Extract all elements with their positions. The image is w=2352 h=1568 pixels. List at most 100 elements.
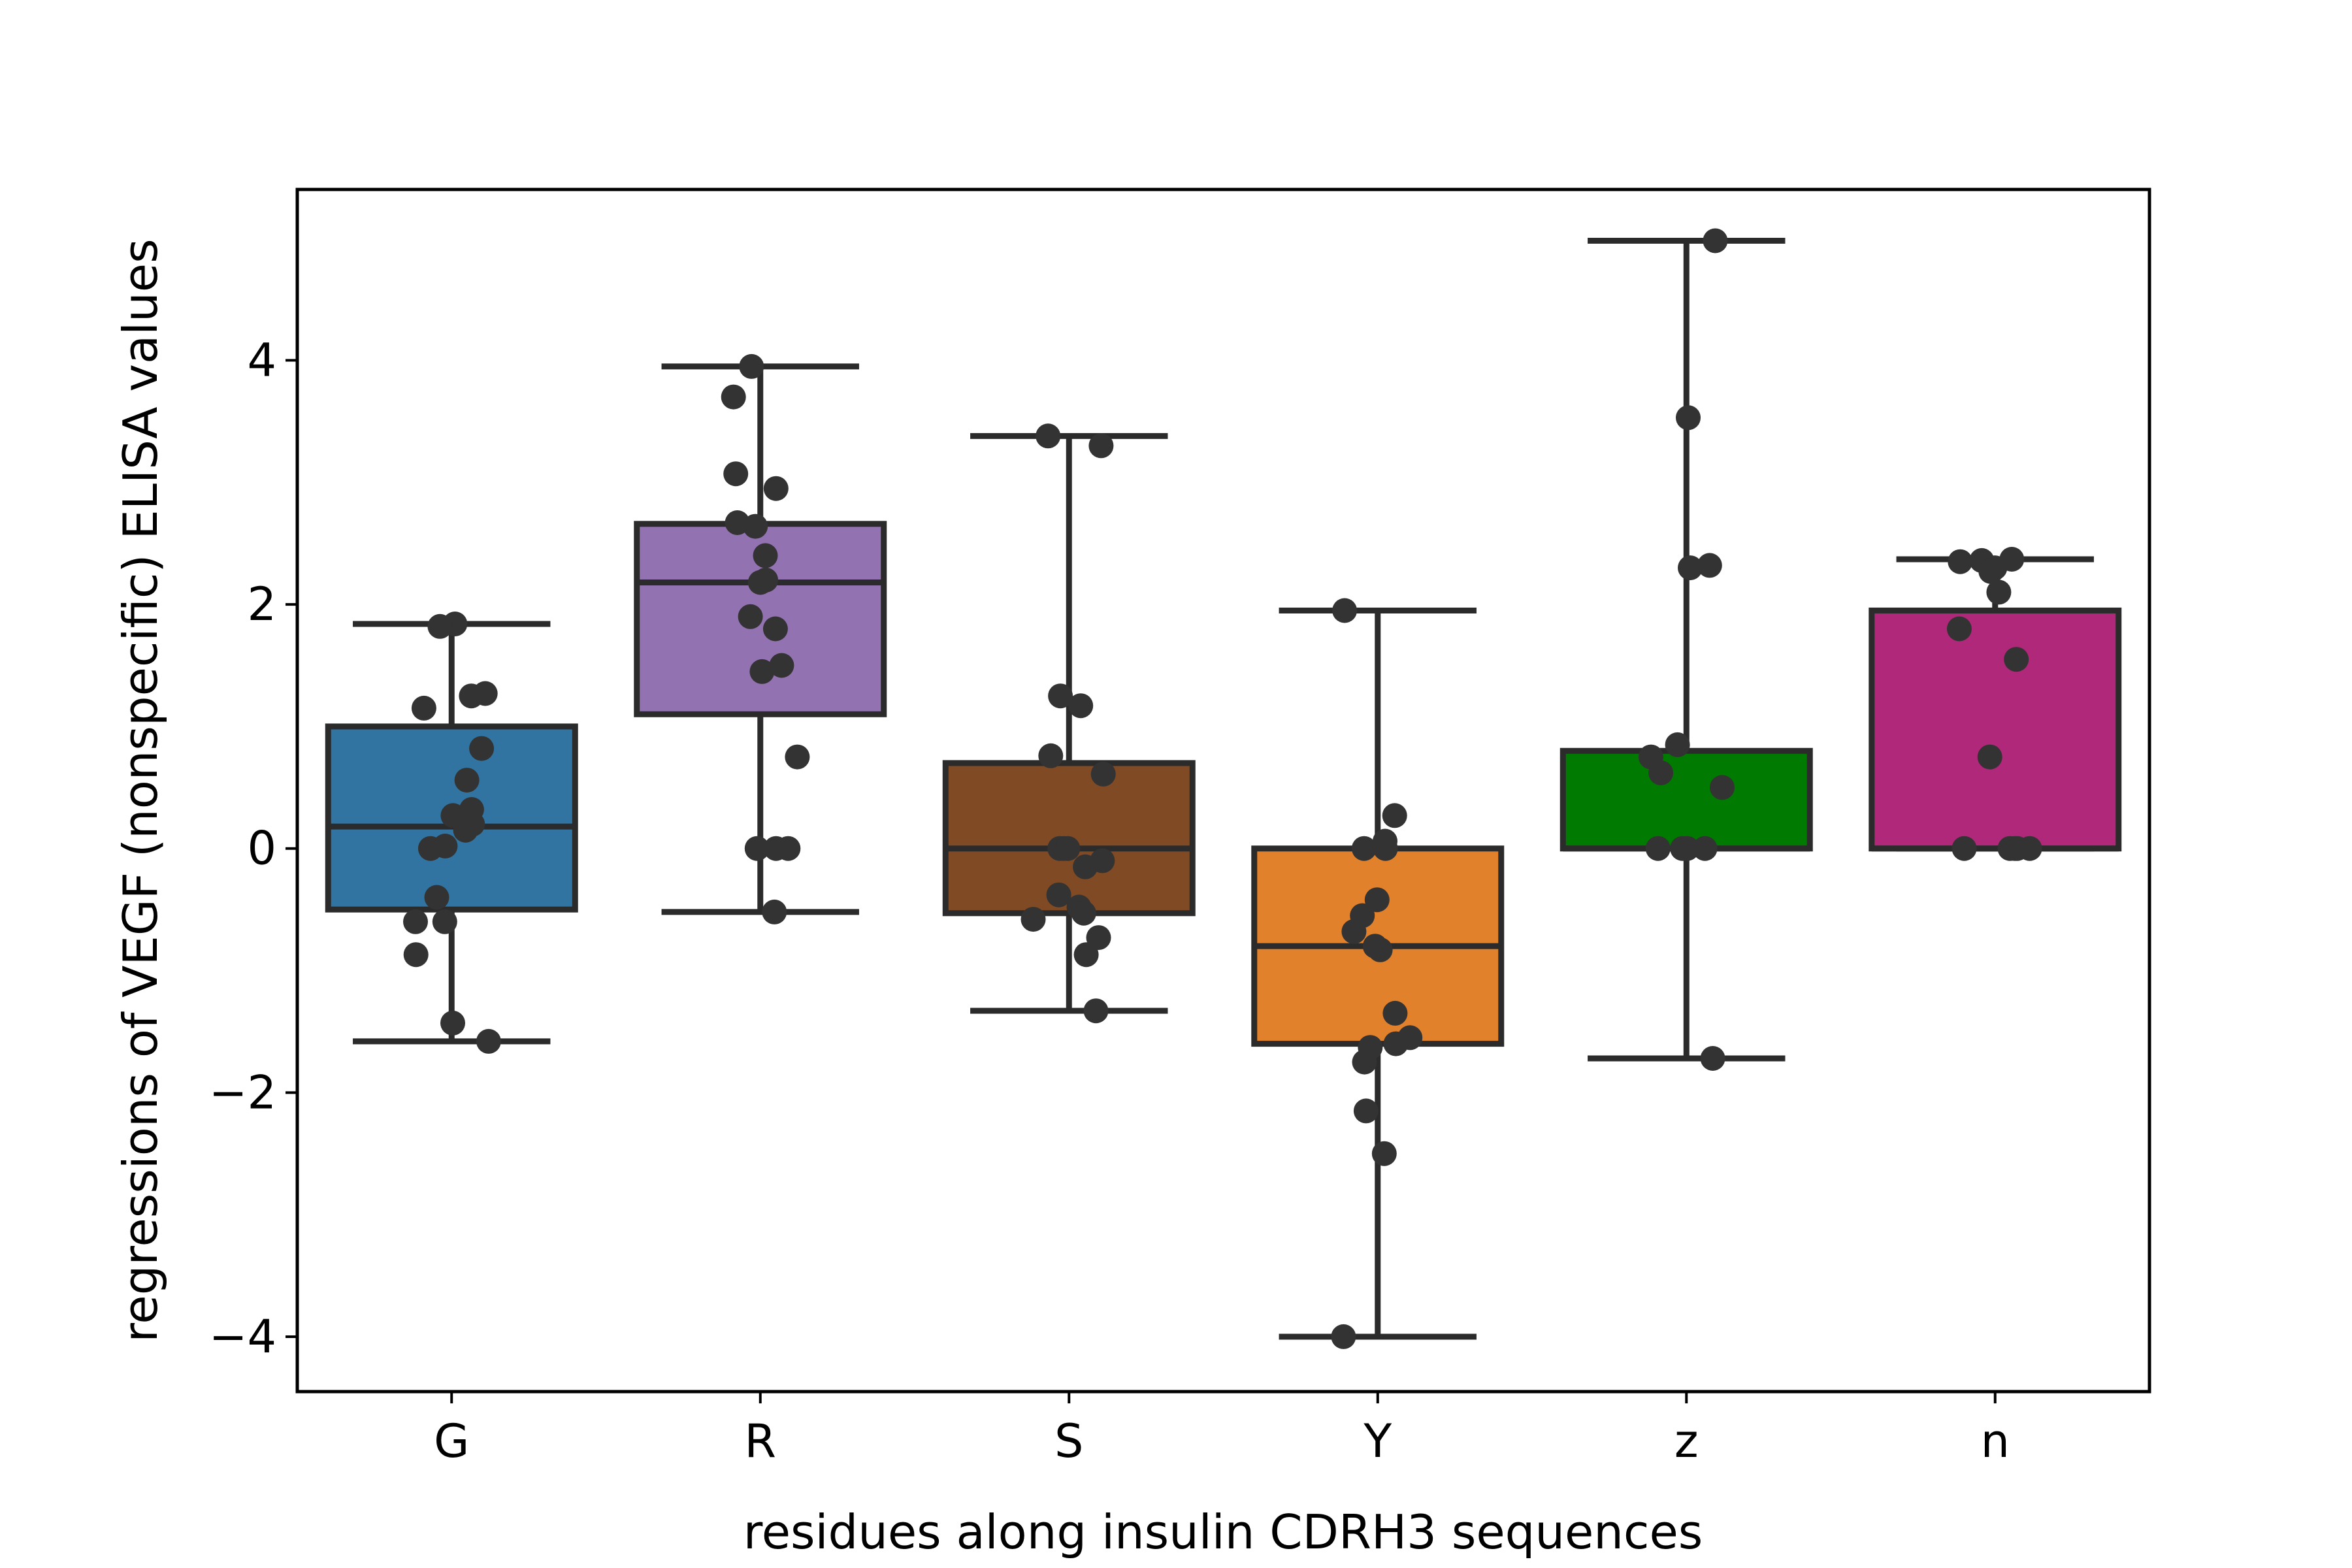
data-point: [433, 834, 458, 858]
data-point: [403, 909, 428, 934]
data-point: [749, 659, 775, 684]
data-point: [1351, 836, 1377, 861]
x-tick-label-Y: Y: [1363, 1414, 1392, 1468]
data-point: [1083, 998, 1109, 1024]
box-group-G: [325, 621, 578, 1045]
data-point: [1353, 1098, 1379, 1124]
data-point: [785, 744, 810, 770]
data-point: [1697, 553, 1722, 578]
data-point: [1986, 580, 2012, 605]
data-point: [1048, 683, 1073, 709]
data-point: [1648, 760, 1674, 785]
data-point: [753, 543, 778, 568]
data-point: [1692, 836, 1718, 861]
data-point: [1710, 775, 1735, 800]
data-point: [1703, 228, 1728, 253]
data-point: [1678, 555, 1703, 581]
data-point: [1700, 1046, 1725, 1071]
data-point: [1676, 405, 1701, 431]
data-point: [427, 613, 453, 639]
box-group-z: [1560, 237, 1813, 1062]
box-group-R: [634, 363, 887, 915]
data-point: [1645, 836, 1671, 861]
data-point: [1952, 836, 1977, 861]
data-point: [432, 909, 457, 934]
y-tick-label: −2: [209, 1066, 276, 1119]
y-tick-label: 0: [247, 822, 276, 875]
data-point: [762, 899, 787, 924]
data-point: [1046, 882, 1071, 907]
data-point: [1352, 1049, 1377, 1075]
data-point: [411, 695, 436, 721]
data-point: [1088, 433, 1114, 459]
data-point: [1382, 1000, 1408, 1026]
data-point: [424, 885, 449, 910]
x-tick-label-R: R: [744, 1414, 776, 1468]
data-point: [747, 570, 773, 595]
box-z: [1560, 747, 1813, 852]
points-layer: [403, 228, 2042, 1349]
data-point: [744, 836, 770, 861]
data-point: [1073, 854, 1098, 879]
data-point: [763, 476, 789, 501]
data-point: [1382, 803, 1407, 828]
data-point: [469, 736, 495, 761]
boxes-layer: [325, 237, 2122, 1340]
data-point: [1021, 907, 1046, 932]
data-point: [1036, 423, 1061, 449]
y-tick-label: −4: [209, 1310, 276, 1364]
x-axis-label: residues along insulin CDRH3 sequences: [743, 1505, 1703, 1560]
data-point: [1341, 919, 1367, 944]
data-point: [721, 384, 746, 410]
data-point: [1373, 836, 1398, 861]
data-point: [739, 353, 764, 379]
box-n: [1869, 607, 2122, 852]
data-point: [403, 942, 429, 968]
box-group-Y: [1251, 607, 1505, 1340]
data-point: [459, 683, 484, 709]
box-group-S: [942, 433, 1196, 1014]
data-point: [1946, 616, 1972, 642]
data-point: [1071, 900, 1096, 926]
data-point: [1977, 744, 2002, 770]
data-point: [1090, 761, 1116, 787]
x-tick-label-G: G: [434, 1414, 469, 1468]
data-point: [1332, 598, 1358, 623]
data-point: [454, 768, 480, 793]
y-axis: −4 −2 0 2 4: [209, 334, 297, 1364]
data-point: [1674, 836, 1700, 861]
data-point: [723, 461, 749, 487]
data-point: [762, 616, 788, 642]
data-point: [1073, 942, 1099, 968]
y-tick-label: 4: [247, 334, 276, 387]
data-point: [743, 514, 768, 539]
data-point: [1978, 559, 2004, 584]
data-point: [1331, 1324, 1356, 1349]
x-tick-label-z: z: [1674, 1414, 1699, 1468]
data-point: [738, 604, 763, 629]
data-point: [1371, 1141, 1397, 1166]
data-point: [1383, 1031, 1409, 1056]
y-tick-label: 2: [247, 578, 276, 631]
data-point: [1038, 743, 1064, 768]
data-point: [2004, 836, 2030, 861]
data-point: [1364, 887, 1390, 913]
data-point: [440, 1010, 465, 1036]
data-point: [1948, 549, 1973, 574]
x-tick-label-S: S: [1054, 1414, 1083, 1468]
data-point: [453, 817, 478, 843]
data-point: [769, 653, 794, 678]
data-point: [1665, 732, 1690, 757]
y-axis-label: regressions of VEGF (nonspecific) ELISA …: [113, 238, 168, 1342]
data-point: [1055, 836, 1081, 861]
data-point: [476, 1028, 501, 1054]
data-point: [1367, 937, 1393, 962]
x-tick-label-n: n: [1981, 1414, 2010, 1468]
plot-area-frame: [295, 188, 2151, 1394]
data-point: [2004, 647, 2029, 672]
data-point: [776, 836, 801, 861]
data-point: [1086, 925, 1111, 951]
data-point: [1068, 693, 1094, 719]
